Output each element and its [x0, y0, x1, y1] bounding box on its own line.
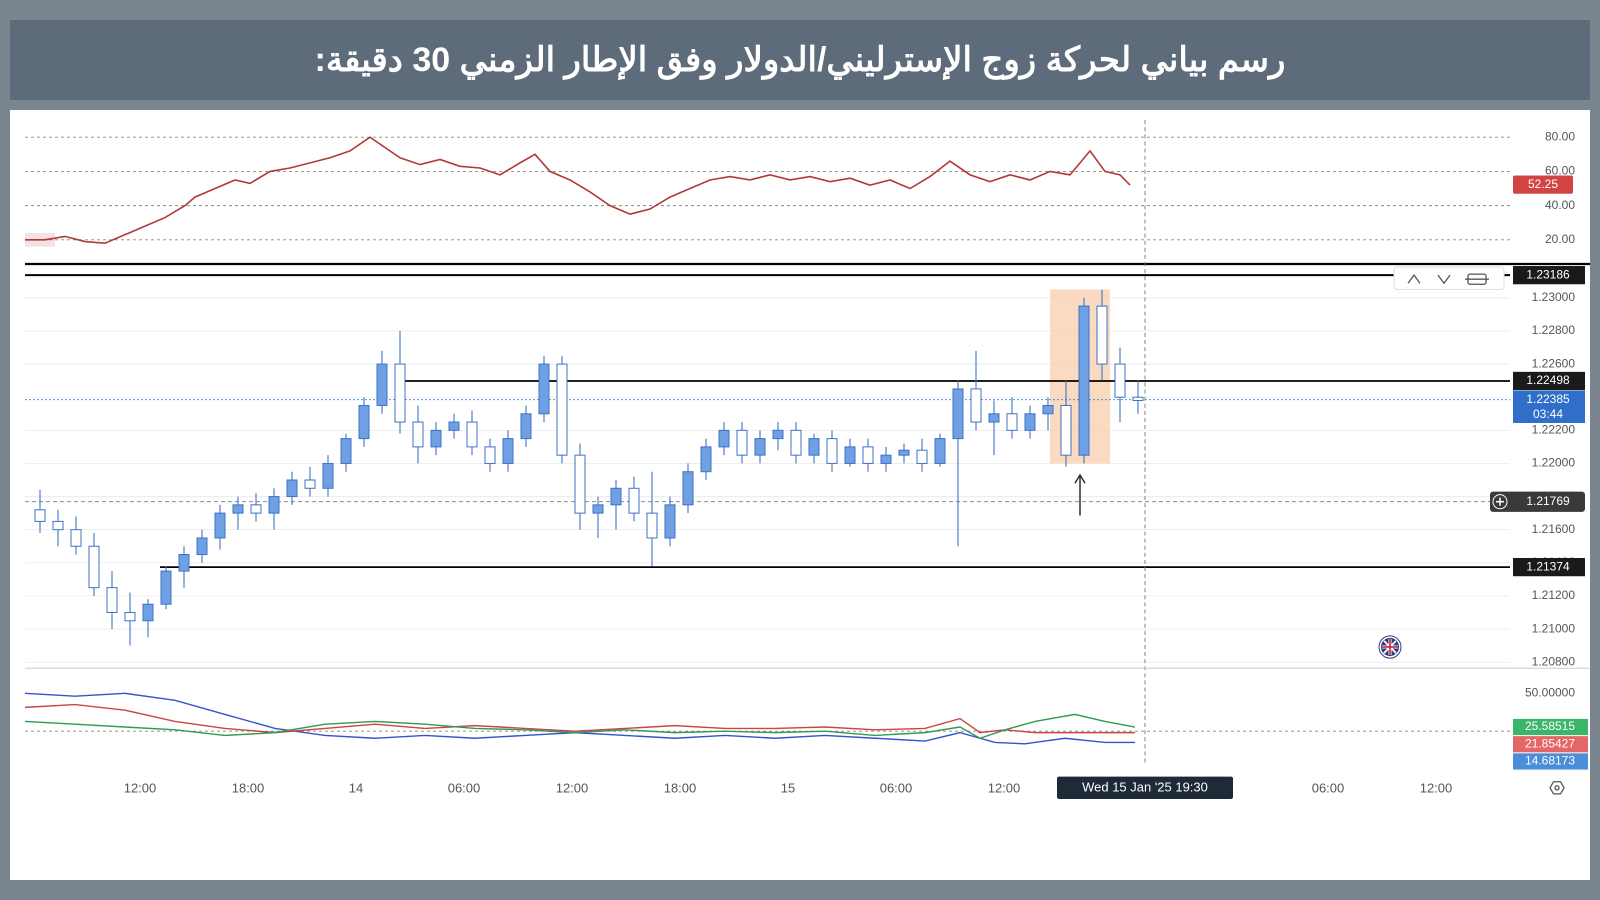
svg-text:03:44: 03:44	[1533, 407, 1563, 421]
svg-text:25.58515: 25.58515	[1525, 719, 1575, 733]
chart-title: رسم بياني لحركة زوج الإسترليني/الدولار و…	[10, 20, 1590, 100]
svg-text:1.22385: 1.22385	[1526, 392, 1570, 406]
svg-text:Wed 15 Jan '25 19:30: Wed 15 Jan '25 19:30	[1082, 779, 1208, 794]
chart-area[interactable]: 20.00 40.00 60.00 80.00 52.25 1.23186 1.23000 1…	[10, 110, 1590, 880]
svg-text:1.22800: 1.22800	[1532, 323, 1576, 337]
svg-text:1.21200: 1.21200	[1532, 588, 1576, 602]
svg-text:12:00: 12:00	[124, 780, 157, 795]
svg-text:18:00: 18:00	[232, 780, 265, 795]
svg-text:1.23000: 1.23000	[1532, 290, 1576, 304]
svg-text:1.23186: 1.23186	[1526, 267, 1570, 281]
svg-text:50.00000: 50.00000	[1525, 685, 1575, 699]
svg-text:18:00: 18:00	[664, 780, 697, 795]
svg-text:1.22600: 1.22600	[1532, 356, 1576, 370]
svg-text:1.22200: 1.22200	[1532, 422, 1576, 436]
svg-text:52.25: 52.25	[1528, 177, 1558, 191]
svg-text:80.00: 80.00	[1545, 129, 1575, 143]
svg-text:60.00: 60.00	[1545, 164, 1575, 178]
svg-text:1.22000: 1.22000	[1532, 456, 1576, 470]
svg-text:21.85427: 21.85427	[1525, 736, 1575, 750]
svg-text:1.22498: 1.22498	[1526, 373, 1570, 387]
svg-text:12:00: 12:00	[556, 780, 589, 795]
svg-text:15: 15	[781, 780, 795, 795]
svg-text:1.21374: 1.21374	[1526, 559, 1570, 573]
svg-text:06:00: 06:00	[448, 780, 481, 795]
svg-text:06:00: 06:00	[880, 780, 913, 795]
svg-text:14: 14	[349, 780, 363, 795]
svg-text:40.00: 40.00	[1545, 198, 1575, 212]
svg-text:1.21600: 1.21600	[1532, 522, 1576, 536]
svg-text:12:00: 12:00	[1420, 780, 1453, 795]
svg-text:1.20800: 1.20800	[1532, 654, 1576, 668]
svg-text:1.21769: 1.21769	[1526, 494, 1570, 508]
svg-text:20.00: 20.00	[1545, 232, 1575, 246]
svg-text:06:00: 06:00	[1312, 780, 1345, 795]
svg-text:12:00: 12:00	[988, 780, 1021, 795]
svg-text:14.68173: 14.68173	[1525, 754, 1575, 768]
svg-text:1.21000: 1.21000	[1532, 621, 1576, 635]
